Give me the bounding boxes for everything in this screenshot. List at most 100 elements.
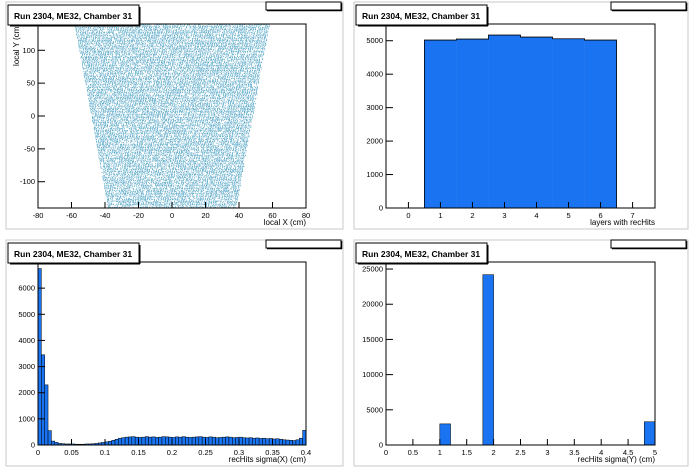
scatter-point [182,151,184,153]
scatter-point [198,169,200,171]
scatter-point [180,156,182,158]
scatter-point [212,191,214,193]
scatter-point [113,180,115,182]
scatter-point [139,151,140,153]
scatter-point [237,159,239,161]
scatter-point [107,145,109,147]
scatter-point [223,183,225,185]
scatter-point [198,189,200,191]
scatter-point [168,150,170,152]
scatter-point [137,150,138,152]
scatter-point [112,195,114,197]
scatter-point [190,141,192,142]
scatter-point [199,202,201,204]
scatter-point [205,198,206,200]
scatter-point [110,199,112,201]
scatter-point [155,173,157,175]
scatter-point [233,188,235,190]
scatter-point [215,177,217,179]
scatter-point [213,189,215,191]
scatter-point [225,191,227,192]
scatter-point [175,178,177,180]
scatter-point [170,165,172,167]
scatter-point [143,185,145,187]
scatter-point [215,174,217,176]
scatter-point [118,164,120,166]
scatter-point [215,150,217,151]
scatter-point [169,177,171,179]
scatter-point [175,168,177,170]
scatter-point [114,140,116,142]
scatter-point [184,152,186,154]
scatter-point [224,171,226,172]
scatter-point [138,155,140,157]
scatter-point [170,183,172,185]
scatter-point [214,163,216,165]
scatter-point [232,183,234,185]
scatter-point [211,188,213,190]
scatter-point [169,169,171,171]
scatter-point [170,178,172,180]
scatter-point [129,205,131,207]
scatter-point [199,157,201,159]
scatter-point [167,183,169,185]
scatter-point [113,158,114,160]
scatter-point [149,192,151,194]
scatter-point [108,188,110,190]
scatter-point [184,173,186,175]
scatter-point [104,139,106,141]
scatter-point [202,167,204,169]
scatter-point [197,162,199,164]
scatter-point [201,198,203,200]
scatter-point [228,189,230,191]
scatter-point [198,173,200,175]
scatter-point [124,178,126,180]
scatter-point [103,172,105,174]
scatter-point [136,153,138,155]
scatter-point [205,155,207,157]
scatter-point [167,150,169,151]
scatter-point [112,197,114,199]
scatter-point [156,194,158,196]
scatter-point [199,175,201,177]
scatter-point [167,152,168,154]
scatter-point [181,203,183,205]
scatter-point [224,156,225,158]
scatter-point [226,148,228,150]
scatter-point [142,182,144,184]
scatter-point [177,204,179,206]
scatter-point [224,159,226,161]
scatter-point [226,150,228,151]
scatter-point [169,148,171,150]
scatter-point [114,154,116,156]
scatter-point [145,164,147,166]
scatter-point [158,197,160,199]
scatter-point [143,187,145,189]
scatter-point [173,198,175,200]
scatter-point [117,186,118,188]
scatter-point [210,161,212,162]
scatter-point [139,145,141,147]
scatter-point [143,169,145,171]
scatter-point [222,205,224,207]
scatter-point [224,189,226,191]
scatter-point [170,198,172,200]
scatter-point [170,155,172,157]
scatter-point [226,174,228,176]
scatter-point [141,206,143,208]
scatter-point [212,167,214,169]
scatter-point [211,176,213,178]
scatter-point [155,164,156,166]
scatter-point [144,173,146,175]
scatter-point [186,178,187,180]
scatter-point [114,164,116,166]
scatter-point [151,178,153,180]
scatter-point [155,141,157,142]
scatter-point [198,191,200,193]
scatter-point [131,178,133,180]
scatter-point [225,191,226,193]
scatter-point [183,195,185,197]
scatter-point [177,142,179,144]
scatter-point [111,196,113,198]
scatter-point [137,173,139,175]
